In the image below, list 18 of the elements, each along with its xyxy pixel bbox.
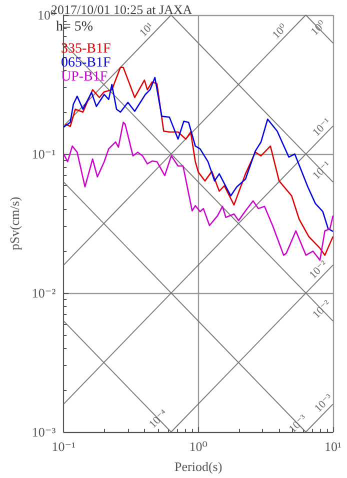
y-tick-label: 10⁻² bbox=[32, 286, 56, 300]
y-tick-label: 10⁻³ bbox=[32, 424, 56, 440]
annotation: 10¹ bbox=[137, 20, 156, 40]
annotation: 10⁻² bbox=[307, 258, 330, 282]
x-axis-title: Period(s) bbox=[174, 459, 222, 474]
y-axis-title: pSv(cm/s) bbox=[7, 196, 22, 250]
x-tick-label: 10⁻¹ bbox=[52, 439, 76, 454]
x-tick-label: 10¹ bbox=[324, 439, 342, 454]
annotation: 10⁰ bbox=[270, 21, 290, 42]
annotation: 10⁻⁴ bbox=[146, 407, 170, 431]
annotation: 10⁰ bbox=[308, 18, 329, 38]
annotation: 10⁻¹ bbox=[310, 159, 334, 182]
annotation: 10⁻³ bbox=[312, 391, 336, 415]
annotation: 10⁻² bbox=[310, 298, 334, 321]
x-tick-label: 10⁰ bbox=[189, 439, 208, 454]
y-tick-label: 10⁻¹ bbox=[32, 146, 56, 162]
annotation: 10⁻³ bbox=[286, 412, 310, 436]
annotation: 10⁻¹ bbox=[310, 116, 334, 139]
